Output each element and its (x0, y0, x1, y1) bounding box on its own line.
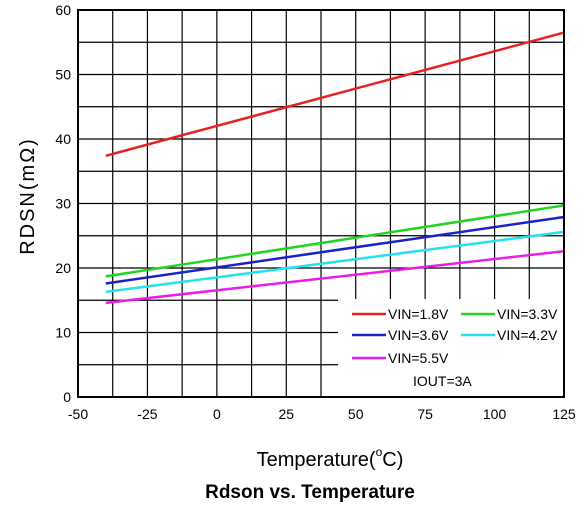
y-tick-label: 0 (63, 389, 71, 405)
y-tick-label: 30 (55, 196, 71, 212)
x-axis-title: Temperature(oC) (257, 445, 404, 471)
y-tick-label: 60 (55, 2, 71, 18)
legend-box (338, 299, 564, 397)
plot-frame (77, 9, 565, 398)
x-tick-label: 100 (483, 406, 507, 422)
series-line-1 (105, 31, 565, 157)
y-tick-label: 40 (55, 131, 71, 147)
series-line-2 (105, 204, 565, 278)
annotation-iout: IOUT=3A (413, 373, 472, 389)
x-tick-label: -25 (137, 406, 157, 422)
legend-label-1: VIN=1.8V (388, 306, 449, 322)
x-tick-label: -50 (68, 406, 88, 422)
x-tick-label: 50 (348, 406, 364, 422)
y-tick-label: 20 (55, 260, 71, 276)
legend-label-3: VIN=3.6V (388, 327, 449, 343)
tick-labels: -50 -25 0 25 50 75 100 125 0 10 20 30 40 50 60 (55, 2, 575, 422)
x-axis-title-unit: C) (382, 449, 403, 471)
legend-label-5: VIN=5.5V (388, 350, 449, 366)
x-tick-label: 125 (552, 406, 576, 422)
legend: VIN=1.8V VIN=3.3V VIN=3.6V VIN=4.2V VIN=5.5V (352, 306, 558, 366)
chart-title: Rdson vs. Temperature (205, 482, 415, 503)
x-tick-label: 0 (213, 406, 221, 422)
x-tick-label: 75 (417, 406, 433, 422)
series-line-3 (105, 215, 565, 285)
legend-label-2: VIN=3.3V (497, 306, 558, 322)
series-line-4 (105, 230, 565, 294)
y-tick-label: 50 (55, 67, 71, 83)
legend-label-4: VIN=4.2V (497, 327, 558, 343)
x-tick-label: 25 (278, 406, 294, 422)
x-axis-title-degree: o (376, 445, 383, 459)
series-line-5 (105, 249, 565, 305)
y-axis-title: RDSN(mΩ) (17, 137, 39, 255)
x-axis-title-main: Temperature( (257, 449, 376, 471)
series-lines (105, 31, 565, 305)
y-tick-label: 10 (55, 325, 71, 341)
